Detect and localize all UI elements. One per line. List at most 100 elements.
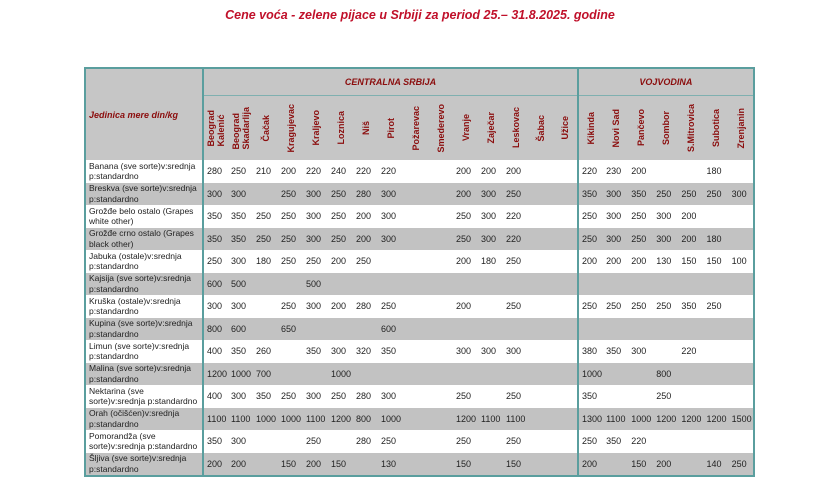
- table-row: Orah (očišćen)v:srednja p:standardno 1100…: [84, 407, 754, 430]
- price-cell: [603, 452, 629, 476]
- price-cell: [678, 452, 704, 476]
- city-name: Čačak: [260, 114, 271, 142]
- price-cell: [528, 452, 553, 476]
- price-cell: [678, 317, 704, 340]
- price-cell: 220: [678, 340, 704, 363]
- price-cell: 250: [576, 205, 604, 228]
- price-cell: [503, 272, 528, 295]
- price-cell: 600: [378, 317, 403, 340]
- price-cell: 1100: [603, 407, 629, 430]
- table-row: Kajsija (sve sorte)v:srednja p:standardn…: [84, 272, 754, 295]
- column-header-city: Loznica: [328, 95, 353, 160]
- price-cell: 220: [303, 160, 328, 183]
- price-cell: 250: [653, 385, 679, 408]
- price-cell: 300: [228, 385, 253, 408]
- price-cell: 1500: [728, 407, 754, 430]
- price-cell: [503, 362, 528, 385]
- price-cell: [528, 272, 553, 295]
- city-name: Sombor: [660, 110, 671, 145]
- price-cell: 220: [353, 160, 378, 183]
- price-cell: [528, 340, 553, 363]
- price-cell: [553, 160, 578, 183]
- price-cell: [253, 272, 278, 295]
- price-cell: [728, 205, 754, 228]
- price-cell: [303, 362, 328, 385]
- price-cell: 300: [478, 227, 503, 250]
- price-cell: [328, 430, 353, 453]
- price-cell: 250: [453, 430, 478, 453]
- price-cell: 220: [503, 227, 528, 250]
- price-cell: [678, 430, 704, 453]
- price-cell: 250: [203, 250, 228, 273]
- product-name: Orah (očišćen)v:srednja p:standardno: [84, 407, 204, 430]
- price-cell: [528, 385, 553, 408]
- price-cell: 280: [203, 160, 228, 183]
- price-cell: 300: [303, 182, 328, 205]
- city-name: Zaječar: [485, 112, 496, 144]
- price-cell: 250: [253, 205, 278, 228]
- column-header-city: Leskovac: [503, 95, 528, 160]
- column-header-city: Čačak: [253, 95, 278, 160]
- price-cell: [253, 295, 278, 318]
- price-cell: 100: [728, 250, 754, 273]
- price-cell: 350: [678, 295, 704, 318]
- price-cell: [403, 182, 428, 205]
- price-cell: 350: [228, 205, 253, 228]
- price-cell: 600: [203, 272, 228, 295]
- price-cell: [478, 272, 503, 295]
- price-cell: 1000: [328, 362, 353, 385]
- price-cell: 350: [576, 385, 604, 408]
- price-cell: 220: [576, 160, 604, 183]
- price-cell: [528, 317, 553, 340]
- column-header-city: Kragujevac: [278, 95, 303, 160]
- price-cell: 200: [353, 227, 378, 250]
- price-cell: [528, 250, 553, 273]
- price-cell: [603, 362, 629, 385]
- price-cell: 250: [453, 205, 478, 228]
- price-cell: 250: [703, 295, 729, 318]
- price-cell: 200: [303, 452, 328, 476]
- city-name: Kragujevac: [285, 103, 296, 153]
- price-cell: [453, 317, 478, 340]
- price-cell: 200: [453, 182, 478, 205]
- price-cell: 1100: [303, 407, 328, 430]
- column-header-city: Vranje: [453, 95, 478, 160]
- city-name: S.Mitrovica: [685, 103, 696, 152]
- price-cell: 220: [503, 205, 528, 228]
- city-name: Leskovac: [510, 107, 521, 149]
- price-cell: [478, 295, 503, 318]
- price-cell: 250: [503, 250, 528, 273]
- city-name: Pirot: [385, 117, 396, 139]
- table-row: Nektarina (sve sorte)v:srednja p:standar…: [84, 385, 754, 408]
- price-cell: 250: [278, 182, 303, 205]
- price-cell: 500: [303, 272, 328, 295]
- price-cell: 280: [353, 430, 378, 453]
- price-cell: 300: [378, 385, 403, 408]
- price-cell: [553, 385, 578, 408]
- price-cell: 280: [353, 295, 378, 318]
- price-cell: 150: [678, 250, 704, 273]
- price-cell: 250: [453, 385, 478, 408]
- price-cell: 280: [353, 385, 378, 408]
- product-name: Banana (sve sorte)v:srednja p:standardno: [84, 160, 204, 183]
- price-cell: 1000: [228, 362, 253, 385]
- price-cell: 200: [678, 205, 704, 228]
- column-header-city: Niš: [353, 95, 378, 160]
- column-header-city: S.Mitrovica: [678, 95, 704, 160]
- price-cell: 250: [253, 227, 278, 250]
- price-cell: [528, 295, 553, 318]
- price-cell: 300: [728, 182, 754, 205]
- price-cell: [428, 362, 453, 385]
- price-cell: 250: [503, 430, 528, 453]
- price-cell: 150: [328, 452, 353, 476]
- price-cell: 250: [653, 182, 679, 205]
- column-header-city: Beograd Skadarlija: [228, 95, 253, 160]
- price-cell: 300: [228, 295, 253, 318]
- price-cell: [453, 272, 478, 295]
- price-cell: [403, 317, 428, 340]
- price-cell: [403, 250, 428, 273]
- price-cell: 650: [278, 317, 303, 340]
- price-cell: [528, 205, 553, 228]
- price-cell: [253, 182, 278, 205]
- price-cell: [703, 430, 729, 453]
